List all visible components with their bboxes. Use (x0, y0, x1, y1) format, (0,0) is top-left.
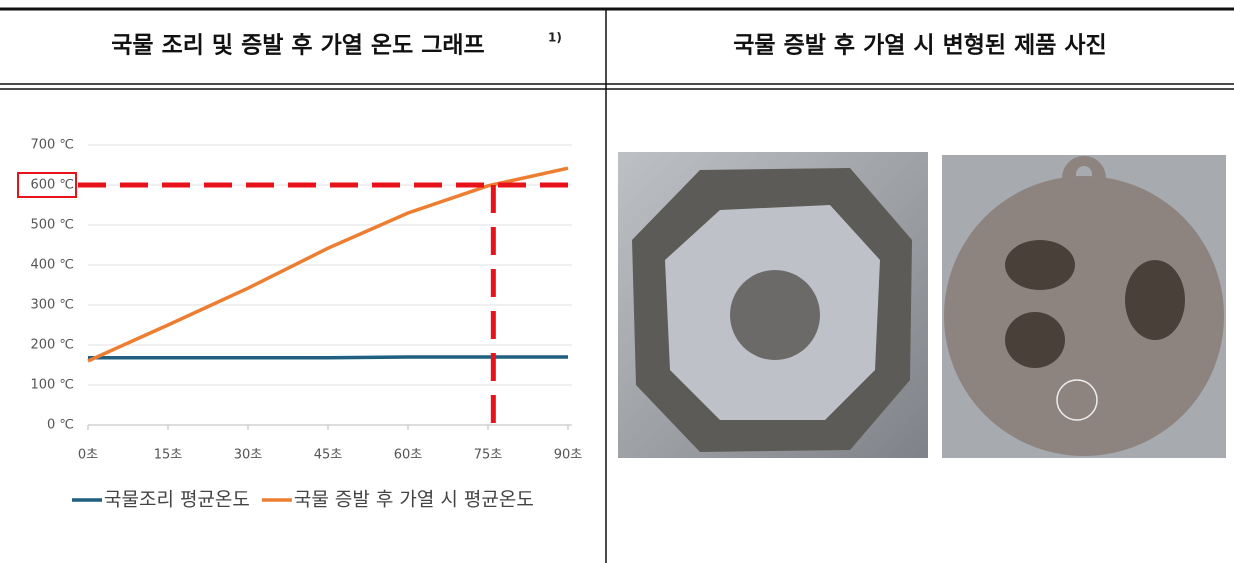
y-tick-label: 400 ℃ (30, 258, 74, 273)
x-tick-label: 60초 (394, 448, 423, 463)
x-tick-label: 90초 (554, 448, 583, 463)
header-right: 국물 증발 후 가열 시 변형된 제품 사진 (733, 33, 1106, 59)
y-tick-label: 700 ℃ (30, 138, 74, 153)
y-tick-label: 300 ℃ (30, 298, 74, 313)
footnote-mark: 1) (548, 31, 562, 45)
x-tick-label: 0초 (78, 448, 98, 463)
photo-lid (942, 155, 1226, 458)
x-tick-label: 15초 (154, 448, 183, 463)
photo-strainer (618, 152, 928, 458)
series-line (88, 355, 568, 360)
x-tick-label: 75초 (474, 448, 503, 463)
header-left: 국물 조리 및 증발 후 가열 온도 그래프 (111, 33, 484, 59)
legend-label: 국물조리 평균온도 (104, 489, 250, 511)
x-tick-label: 30초 (234, 448, 263, 463)
y-tick-label: 100 ℃ (30, 378, 74, 393)
y-tick-label: 0 ℃ (47, 418, 74, 433)
chart: 0 ℃ 100 ℃ 200 ℃ 300 ℃ 400 ℃ 500 ℃ 600 ℃ 700 ℃ 0초… (17, 138, 583, 511)
y-tick-label: 500 ℃ (30, 218, 74, 233)
legend-label: 국물 증발 후 가열 시 평균온도 (294, 489, 534, 511)
highlight-box (17, 172, 77, 198)
y-tick-label: 200 ℃ (30, 338, 74, 353)
series-line (87, 166, 569, 363)
x-tick-label: 45초 (314, 448, 343, 463)
y-tick-label: 600 ℃ (30, 178, 74, 193)
